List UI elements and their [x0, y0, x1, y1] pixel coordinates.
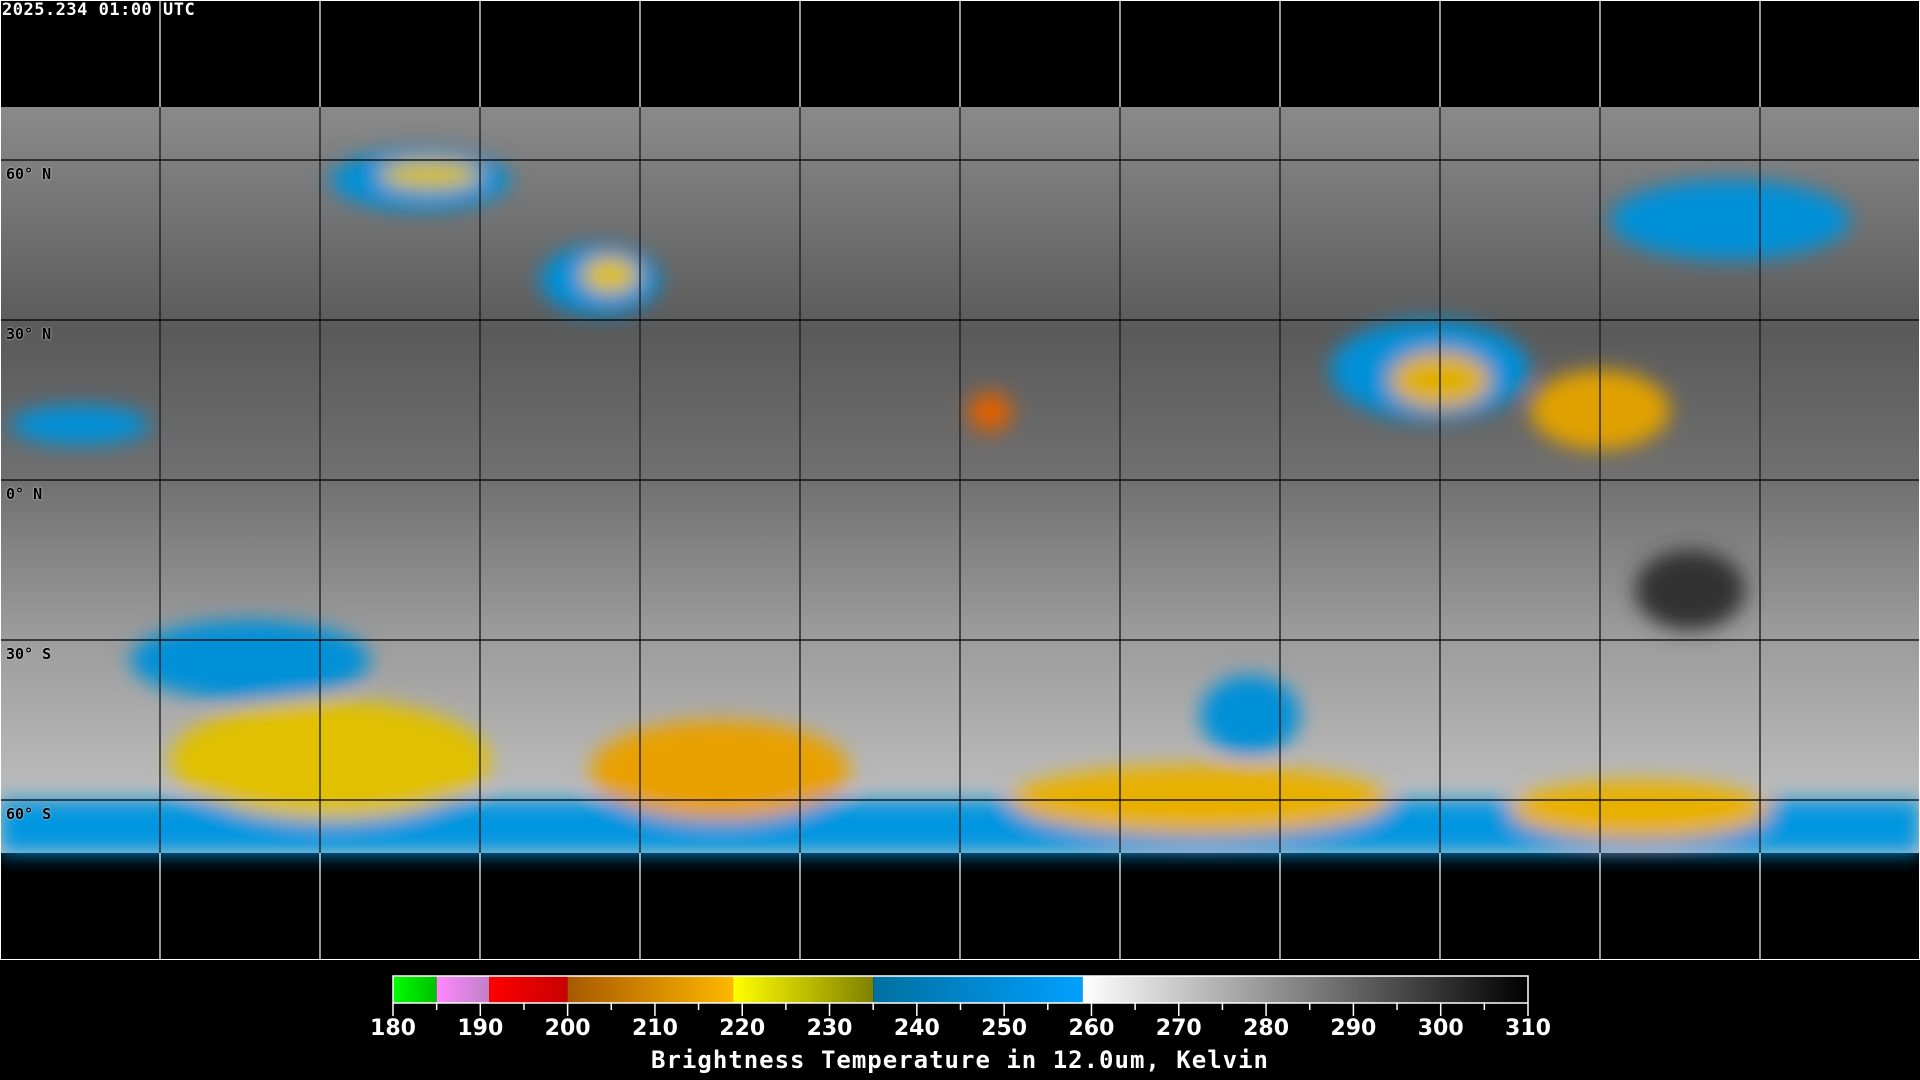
colorbar-tick-label: 200 [545, 1016, 591, 1041]
colorbar-tick-label: 220 [719, 1016, 765, 1041]
colorbar-tick-label: 230 [807, 1016, 853, 1041]
colorbar-tick-label: 290 [1330, 1016, 1376, 1041]
colorbar-segments [393, 976, 1528, 1003]
colorbar-segment [489, 976, 568, 1003]
colorbar-segment [1082, 976, 1528, 1003]
colorbar-tick-label: 180 [370, 1016, 416, 1041]
colorbar-segment [393, 976, 437, 1003]
satellite-map [0, 0, 1920, 960]
colorbar-segment [567, 976, 734, 1003]
timestamp: 2025.234 01:00 UTC [2, 0, 196, 20]
latitude-label: 0° N [6, 485, 43, 503]
latitude-label: 60° S [6, 805, 52, 823]
colorbar-tick-label: 190 [457, 1016, 503, 1041]
colorbar-tick-label: 210 [632, 1016, 678, 1041]
latitude-label: 30° N [6, 325, 52, 343]
colorbar-title: Brightness Temperature in 12.0um, Kelvin [651, 1046, 1269, 1074]
colorbar: 180 190 200 210 220 230 240 250 260 270 280 290 300 3… [370, 975, 1551, 1041]
colorbar-segment [733, 976, 874, 1003]
latitude-label: 30° S [6, 645, 52, 663]
colorbar-tick-label: 240 [894, 1016, 940, 1041]
colorbar-ticks: 180 190 200 210 220 230 240 250 260 270 280 290 300 3… [370, 1003, 1551, 1041]
colorbar-segment [873, 976, 1083, 1003]
colorbar-tick-label: 300 [1418, 1016, 1464, 1041]
latitude-label: 60° N [6, 165, 52, 183]
lat-lon-grid [0, 0, 1920, 960]
colorbar-tick-label: 270 [1156, 1016, 1202, 1041]
colorbar-tick-label: 280 [1243, 1016, 1289, 1041]
colorbar-tick-label: 260 [1068, 1016, 1114, 1041]
colorbar-tick-label: 250 [981, 1016, 1027, 1041]
colorbar-tick-label: 310 [1505, 1016, 1551, 1041]
colorbar-segment [436, 976, 490, 1003]
